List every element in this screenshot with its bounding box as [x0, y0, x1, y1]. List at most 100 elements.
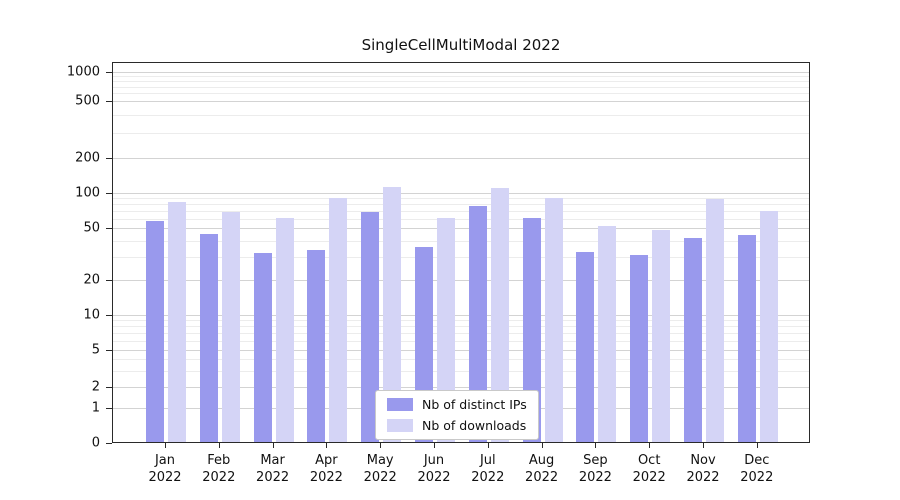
x-tick-label: Oct 2022 [616, 452, 682, 486]
x-tick-label: Aug 2022 [509, 452, 575, 486]
legend-label: Nb of distinct IPs [422, 397, 527, 412]
x-tick-mark [165, 443, 166, 448]
gridline [113, 81, 809, 83]
y-tick-mark [106, 228, 112, 229]
gridline [113, 280, 809, 281]
x-tick-year: 2022 [740, 470, 774, 485]
x-tick-month: May [366, 453, 394, 468]
y-tick-mark [106, 408, 112, 409]
gridline [113, 340, 809, 342]
bar-downloads [544, 198, 563, 442]
bar-distinct-ips [199, 233, 218, 442]
x-tick-mark [434, 443, 435, 448]
gridline [113, 326, 809, 328]
bar-downloads [275, 217, 294, 442]
x-tick-mark [756, 443, 758, 448]
x-tick-label: Feb 2022 [186, 452, 252, 486]
x-tick-month: Apr [315, 453, 338, 468]
gridline [113, 370, 809, 372]
bar-downloads [437, 217, 455, 442]
x-tick-label: Jun 2022 [401, 452, 467, 486]
x-tick-mark [218, 443, 220, 448]
x-tick-mark [487, 443, 489, 448]
gridline [113, 204, 809, 206]
gridline [113, 350, 809, 351]
gridline [113, 320, 809, 322]
x-tick-month: Sep [583, 453, 608, 468]
x-tick-mark [380, 443, 382, 448]
legend-item: Nb of distinct IPs [387, 397, 527, 412]
bar-downloads [383, 187, 402, 442]
y-tick-mark [106, 72, 112, 73]
gridline [113, 211, 809, 212]
gridline [113, 72, 809, 73]
y-tick-mark [106, 193, 112, 194]
x-tick-label: Sep 2022 [562, 452, 628, 486]
x-tick-label: Jan 2022 [132, 452, 198, 486]
gridline [113, 359, 809, 360]
gridline [113, 387, 809, 388]
legend-item: Nb of downloads [387, 418, 527, 433]
bar-downloads [221, 211, 240, 442]
x-tick-mark [272, 443, 274, 448]
x-tick-mark [326, 443, 328, 448]
bars-layer [113, 63, 809, 442]
x-tick-label: Mar 2022 [240, 452, 306, 486]
gridline [113, 86, 809, 88]
x-tick-month: Oct [637, 453, 661, 468]
x-tick-mark [703, 443, 704, 448]
legend-swatch [387, 398, 413, 411]
gridline [113, 315, 809, 316]
y-tick-mark [106, 280, 112, 281]
gridline [113, 256, 809, 258]
gridline [113, 193, 809, 194]
y-tick-label: 50 [83, 220, 100, 236]
x-tick-month: Nov [690, 453, 716, 468]
gridline [113, 114, 809, 116]
y-tick-label: 5 [91, 342, 100, 358]
bar-downloads [706, 198, 724, 442]
bar-downloads [168, 201, 186, 442]
bar-distinct-ips [684, 237, 702, 442]
bar-downloads [759, 211, 778, 442]
x-tick-month: Jan [154, 453, 176, 468]
gridline [113, 240, 809, 242]
bar-distinct-ips [146, 220, 164, 442]
bar-distinct-ips [737, 235, 756, 442]
x-tick-year: 2022 [363, 470, 397, 485]
x-tick-label: Dec 2022 [724, 452, 790, 486]
x-tick-year: 2022 [525, 470, 559, 485]
gridline [113, 76, 809, 78]
x-tick-year: 2022 [578, 470, 612, 485]
x-tick-month: Feb [207, 453, 231, 468]
bar-downloads [652, 230, 671, 442]
y-tick-label: 500 [75, 93, 100, 109]
x-tick-year: 2022 [256, 470, 290, 485]
x-tick-year: 2022 [471, 470, 505, 485]
x-tick-year: 2022 [309, 470, 343, 485]
bar-distinct-ips [522, 217, 541, 442]
gridline [113, 132, 809, 134]
bar-downloads [490, 188, 509, 442]
bar-distinct-ips [361, 212, 380, 442]
y-tick-mark [106, 443, 112, 444]
x-tick-label: Apr 2022 [293, 452, 359, 486]
gridline [113, 228, 809, 229]
y-tick-mark [106, 158, 112, 159]
y-tick-label: 20 [83, 272, 100, 288]
gridline [113, 101, 809, 102]
gridline [113, 333, 809, 334]
y-tick-mark [106, 101, 112, 102]
gridline [113, 198, 809, 200]
x-tick-month: Jun [423, 453, 445, 468]
x-tick-year: 2022 [202, 470, 236, 485]
bar-distinct-ips [307, 249, 326, 442]
x-tick-year: 2022 [686, 470, 720, 485]
legend-swatch [387, 419, 413, 432]
x-tick-label: Nov 2022 [670, 452, 736, 486]
x-tick-label: May 2022 [347, 452, 413, 486]
y-tick-mark [106, 350, 112, 351]
bar-distinct-ips [630, 255, 649, 442]
x-tick-month: Aug [528, 453, 555, 468]
